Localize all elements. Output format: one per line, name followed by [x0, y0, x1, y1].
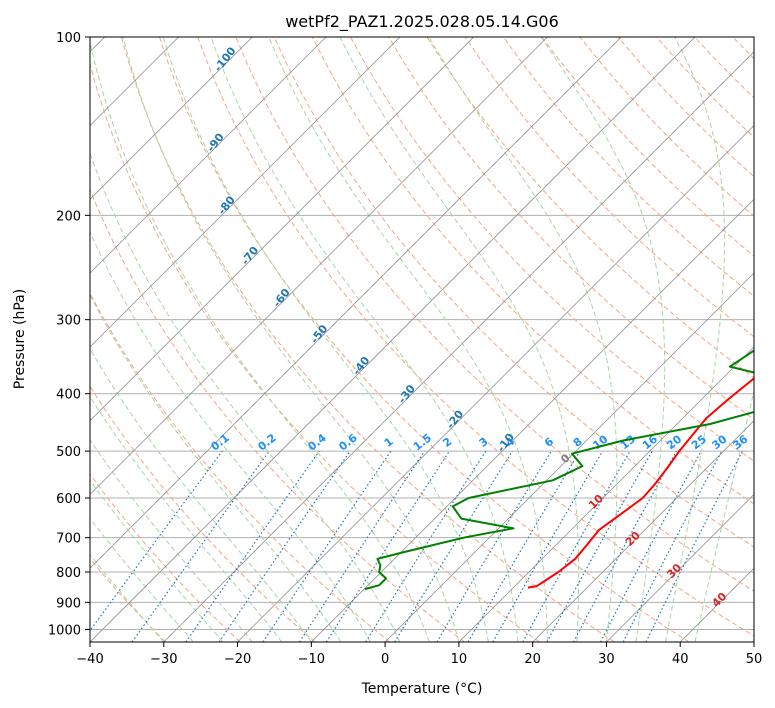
dry-adiabat-line [90, 292, 391, 642]
moist-adiabat-line [90, 294, 342, 642]
x-tick-label: 20 [524, 652, 541, 667]
isotherm-line [90, 37, 474, 422]
x-tick-label: −30 [150, 652, 177, 667]
dry-adiabat-line [90, 62, 540, 642]
isotherm-line [458, 346, 754, 642]
y-axis-ticks: 100 200 300 400 500 600 700 800 900 1000 [48, 31, 90, 638]
dry-adiabat-line [90, 557, 166, 642]
moist-adiabat-line [694, 388, 754, 642]
moist-adiabat-line [339, 37, 580, 642]
isotherm-line [90, 37, 401, 348]
dry-adiabat-line [90, 385, 316, 642]
moist-adiabat-line [90, 151, 401, 642]
plot-frame [89, 36, 755, 643]
mixing-ratio-line [90, 450, 223, 632]
y-tick-label: 400 [56, 388, 81, 403]
mixing-ratio-line [572, 450, 677, 642]
isotherm-line [311, 198, 754, 642]
y-tick-label: 1000 [48, 623, 81, 638]
y-tick-label: 700 [56, 532, 81, 547]
moist-adiabat-line [90, 40, 430, 642]
x-tick-label: 0 [381, 652, 389, 667]
isotherm-line [90, 37, 622, 569]
sounding-profiles [364, 349, 754, 591]
isotherm-line [384, 272, 754, 642]
mixing-ratio-line [185, 450, 320, 642]
dry-adiabat-line [90, 188, 465, 642]
pressure-gridlines [90, 37, 754, 630]
mixing-ratio-line [131, 450, 270, 642]
y-tick-label: 100 [56, 31, 81, 46]
y-tick-label: 800 [56, 566, 81, 581]
isotherm-line [90, 37, 253, 200]
x-axis-label: Temperature (°C) [361, 681, 483, 697]
x-tick-label: −20 [224, 652, 251, 667]
mixing-ratio-line [546, 450, 653, 642]
y-tick-label: 300 [56, 314, 81, 329]
isotherm-line [90, 37, 548, 496]
x-tick-label: 10 [451, 652, 468, 667]
dry-adiabat-line [426, 37, 754, 379]
x-tick-label: 30 [598, 652, 615, 667]
moist-adiabat-line [122, 37, 460, 642]
moist-adiabat-line [90, 479, 224, 642]
x-tick-label: 40 [672, 652, 689, 667]
isotherm-line [163, 51, 754, 642]
moist-adiabat-line [162, 37, 489, 642]
isotherm-line [532, 420, 754, 642]
y-tick-label: 600 [56, 492, 81, 507]
mixing-ratio-line [522, 450, 631, 642]
y-tick-label: 900 [56, 596, 81, 611]
x-tick-label: −40 [76, 652, 103, 667]
moist-adiabats [90, 37, 754, 642]
mixing-ratio-line [325, 450, 450, 642]
mixing-ratio-line [645, 450, 744, 642]
moist-adiabat-line [90, 439, 253, 642]
isotherm-line [90, 37, 327, 274]
y-tick-label: 200 [56, 209, 81, 224]
skewed-isotherms [90, 37, 754, 642]
mixing-ratio-line [299, 450, 426, 642]
isotherm-line [237, 124, 754, 642]
isotherm-line [90, 37, 696, 642]
y-axis-label: Pressure (hPa) [12, 289, 28, 389]
dewpoint-profile [364, 349, 754, 591]
temperature-profile [527, 377, 754, 589]
moist-adiabat-line [90, 395, 283, 642]
dry-adiabat-line [273, 37, 754, 548]
moist-adiabat-line [428, 37, 618, 642]
mixing-ratio-line [218, 450, 351, 642]
mixing-ratio-line [262, 450, 392, 642]
y-tick-label: 500 [56, 445, 81, 460]
moist-adiabat-line [210, 37, 519, 642]
dry-adiabat-line [350, 37, 754, 462]
dry-adiabat-line [464, 37, 754, 338]
dry-adiabat-line [120, 37, 615, 642]
x-axis-ticks: −40 −30 −20 −10 0 10 20 30 40 50 [76, 642, 762, 667]
dry-adiabat-line [90, 473, 241, 642]
isotherm-line [606, 493, 754, 642]
moist-adiabat-line [665, 37, 726, 642]
moist-adiabat-line [90, 230, 371, 642]
x-tick-label: −10 [298, 652, 325, 667]
chart-title: wetPf2_PAZ1.2025.028.05.14.G06 [285, 12, 559, 32]
x-tick-label: 50 [746, 652, 763, 667]
dry-adiabat-line [235, 37, 754, 592]
